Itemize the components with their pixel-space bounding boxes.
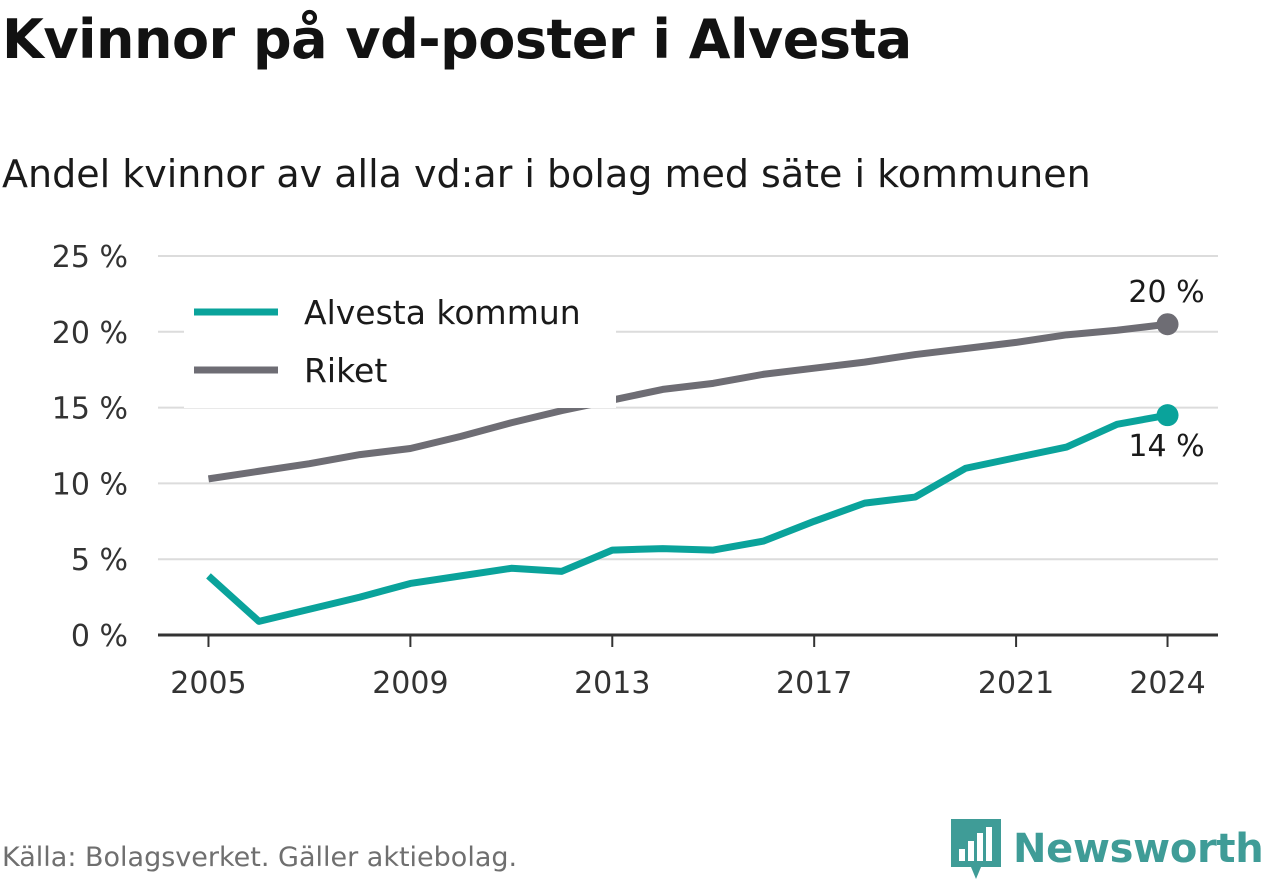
chart-title: Kvinnor på vd-poster i Alvesta: [2, 8, 912, 71]
brand-logo: Newsworthy: [951, 818, 1262, 880]
source-note: Källa: Bolagsverket. Gäller aktiebolag.: [2, 842, 518, 873]
chart-subtitle: Andel kvinnor av alla vd:ar i bolag med …: [2, 152, 1091, 196]
legend-background: [184, 282, 616, 408]
y-tick-label: 0 %: [71, 619, 128, 654]
end-value-label: 14 %: [1128, 429, 1204, 464]
x-tick-label: 2024: [1129, 666, 1205, 701]
bar-chart-icon: [951, 819, 1001, 879]
series-lines: [206, 320, 1169, 625]
legend: Alvesta kommun Riket: [184, 282, 616, 408]
y-tick-label: 15 %: [52, 392, 128, 427]
y-axis-ticks: 0 % 5 % 10 % 15 % 20 % 25 %: [52, 240, 128, 654]
x-tick-label: 2017: [776, 666, 852, 701]
end-point-marker: [1156, 404, 1179, 427]
x-tick-label: 2021: [978, 666, 1054, 701]
end-value-label: 20 %: [1128, 275, 1204, 310]
brand-name: Newsworthy: [1013, 826, 1262, 872]
x-tick-label: 2005: [170, 666, 246, 701]
y-tick-label: 10 %: [52, 467, 128, 502]
legend-label: Alvesta kommun: [304, 293, 581, 332]
x-axis: 2005 2009 2013 2017 2021 2024: [158, 633, 1218, 701]
end-markers: 14 % 20 %: [1128, 275, 1204, 464]
series-line-alvesta-kommun: [206, 411, 1169, 625]
x-tick-label: 2009: [372, 666, 448, 701]
y-tick-label: 5 %: [71, 543, 128, 578]
series-line-riket: [207, 320, 1168, 483]
end-point-marker: [1156, 313, 1179, 336]
x-tick-label: 2013: [574, 666, 650, 701]
legend-label: Riket: [304, 351, 387, 390]
y-tick-label: 25 %: [52, 240, 128, 275]
y-tick-label: 20 %: [52, 316, 128, 351]
